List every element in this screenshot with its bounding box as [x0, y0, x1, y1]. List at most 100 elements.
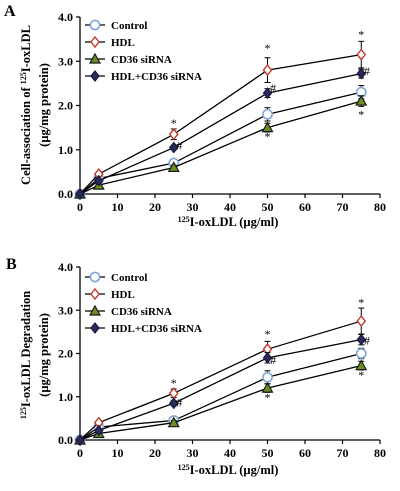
significance-mark: * [171, 116, 177, 130]
data-point [93, 424, 104, 437]
legend: Control HDL CD36 siRNA HDL+CD36 siRNA [85, 271, 202, 335]
data-point [262, 63, 273, 77]
x-axis-label-sup: 125 [178, 215, 190, 224]
significance-mark: * [171, 376, 177, 390]
legend-label: HDL [111, 289, 135, 301]
x-tick-label: 40 [224, 200, 236, 214]
data-point [356, 67, 367, 80]
x-tick-label: 50 [262, 446, 274, 460]
legend-label: CD36 siRNA [111, 54, 172, 66]
legend-marker [89, 19, 101, 31]
x-tick-label: 0 [77, 446, 83, 460]
significance-mark: # [270, 81, 276, 95]
data-point [262, 371, 273, 383]
legend-label: CD36 siRNA [111, 306, 172, 318]
y-tick-label: 3.0 [58, 303, 73, 317]
legend-marker [90, 322, 100, 334]
x-tick-label: 30 [187, 446, 199, 460]
panel-a: A0 10 20 30 40 50 60 70 800.01.02.03.04.0125I-ox… [4, 3, 386, 229]
significance-mark: # [270, 353, 276, 367]
y-axis-label: Cell-association of 125I-oxLDL(µg/mg pro… [19, 25, 52, 185]
x-tick-label: 60 [299, 446, 311, 460]
data-point [262, 351, 273, 364]
x-tick-label: 10 [112, 446, 124, 460]
data-point [355, 359, 368, 371]
legend-marker [89, 271, 101, 283]
series-line [79, 364, 362, 441]
y-tick-label: 1.0 [58, 390, 73, 404]
data-point [168, 141, 179, 154]
series-line [79, 352, 362, 441]
data-point [167, 416, 180, 428]
series-line [79, 73, 362, 195]
legend-label: HDL+CD36 siRNA [111, 71, 202, 83]
y-axis-label-post: I-oxLDL Degradation [19, 291, 33, 407]
data-point [356, 48, 367, 61]
data-point [168, 397, 179, 410]
legend-marker [90, 35, 100, 49]
legend: Control HDL CD36 siRNA HDL+CD36 siRNA [85, 19, 202, 83]
x-tick-label: 20 [149, 200, 161, 214]
legend-label: Control [111, 272, 147, 284]
significance-mark: * [265, 41, 271, 55]
y-axis-label-line1: Cell-association of 125I-oxLDL [19, 25, 34, 185]
significance-mark: * [265, 327, 271, 341]
legend-marker [88, 304, 102, 316]
x-axis-label-main: I-oxLDL (µg/ml) [190, 215, 279, 229]
x-axis-label: 125I-oxLDL (µg/ml) [178, 463, 279, 478]
series-hdl [75, 40, 367, 201]
x-tick-label: 0 [77, 200, 83, 214]
y-axis-label-sup: 125 [19, 72, 28, 84]
significance-mark: * [265, 391, 271, 405]
legend-label: HDL [111, 37, 135, 49]
series-line [79, 100, 362, 195]
significance-mark: # [176, 395, 182, 409]
panel-letter: B [6, 256, 17, 273]
y-tick-label: 1.0 [58, 143, 73, 157]
x-tick-label: 70 [337, 446, 349, 460]
x-axis-label: 125I-oxLDL (µg/ml) [178, 215, 279, 230]
significance-mark: # [364, 64, 370, 78]
x-tick-label: 40 [224, 446, 236, 460]
panel-b: B0 10 20 30 40 50 60 70 800.01.02.03.04.0125I-ox… [6, 256, 386, 477]
y-axis-label-pre: Cell-association of [19, 84, 33, 185]
significance-mark: * [358, 107, 364, 121]
legend-label: HDL+CD36 siRNA [111, 323, 202, 335]
x-tick-label: 10 [112, 200, 124, 214]
y-axis-label-line1: 125I-oxLDL Degradation [19, 291, 34, 419]
x-tick-label: 80 [374, 446, 386, 460]
y-tick-label: 2.0 [58, 347, 73, 361]
significance-mark: * [358, 28, 364, 42]
significance-mark: * [358, 368, 364, 382]
y-tick-label: 0.0 [58, 187, 73, 201]
legend-marker [90, 70, 100, 82]
data-point [356, 333, 367, 346]
y-tick-label: 4.0 [58, 10, 73, 24]
series-hdl-cd36-sirna [75, 333, 367, 446]
x-tick-label: 70 [337, 200, 349, 214]
x-tick-label: 20 [149, 446, 161, 460]
significance-mark: * [358, 295, 364, 309]
data-point [93, 174, 104, 187]
y-tick-label: 0.0 [58, 433, 73, 447]
series-line [79, 91, 362, 195]
x-tick-label: 60 [299, 200, 311, 214]
series-cd36-sirna [73, 94, 368, 199]
data-point [75, 434, 85, 446]
significance-mark: # [364, 334, 370, 348]
series-cd36-sirna [73, 359, 368, 445]
series-hdl-cd36-sirna [75, 67, 367, 200]
data-point [75, 188, 85, 200]
legend-label: Control [111, 20, 147, 32]
y-axis-label-line2: (µg/mg protein) [37, 63, 51, 147]
y-tick-label: 3.0 [58, 54, 73, 68]
significance-mark: # [176, 138, 182, 152]
y-axis-label-post: I-oxLDL [19, 25, 33, 72]
y-axis-label-line2: (µg/mg protein) [37, 313, 51, 397]
data-point [355, 94, 368, 106]
x-tick-label: 30 [187, 200, 199, 214]
y-tick-label: 2.0 [58, 99, 73, 113]
y-axis-label-sup: 125 [19, 407, 28, 419]
